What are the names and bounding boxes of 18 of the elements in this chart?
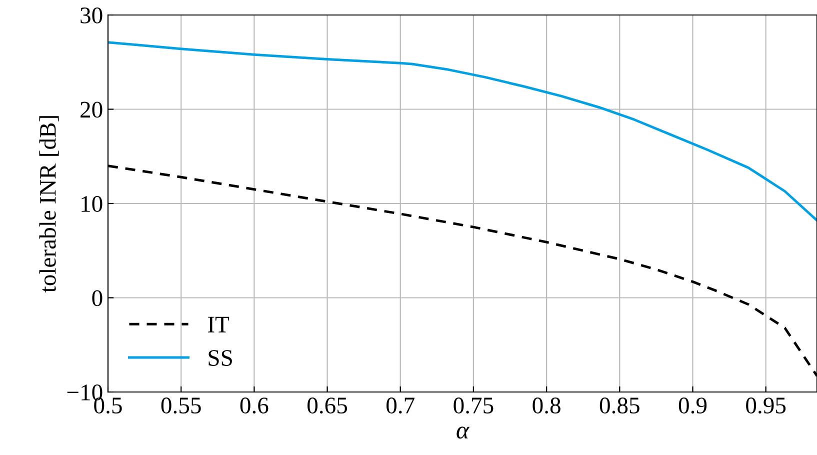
x-tick-label: 0.95: [746, 398, 786, 414]
x-axis-title: α: [456, 426, 470, 439]
x-tick-label: 0.85: [600, 398, 640, 414]
y-tick-label: 10: [82, 196, 102, 212]
x-tick-label: 0.7: [386, 398, 414, 414]
x-tick-label: 0.9: [678, 398, 707, 414]
line-series: [108, 41, 817, 222]
x-tick-label: 0.65: [308, 398, 348, 414]
legend-label: SS: [208, 350, 232, 366]
x-tick-label: 0.55: [161, 398, 201, 414]
y-tick-label: 20: [80, 102, 102, 118]
x-tick-label: 0.8: [532, 398, 560, 414]
x-tick-label: 0.75: [454, 398, 494, 414]
y-tick-label: 0: [92, 290, 102, 306]
y-tick-label: 30: [80, 7, 102, 24]
x-tick-label: 0.6: [240, 398, 268, 414]
legend-label: IT: [208, 316, 230, 332]
y-axis-title: tolerable INR [dB]: [39, 116, 59, 292]
